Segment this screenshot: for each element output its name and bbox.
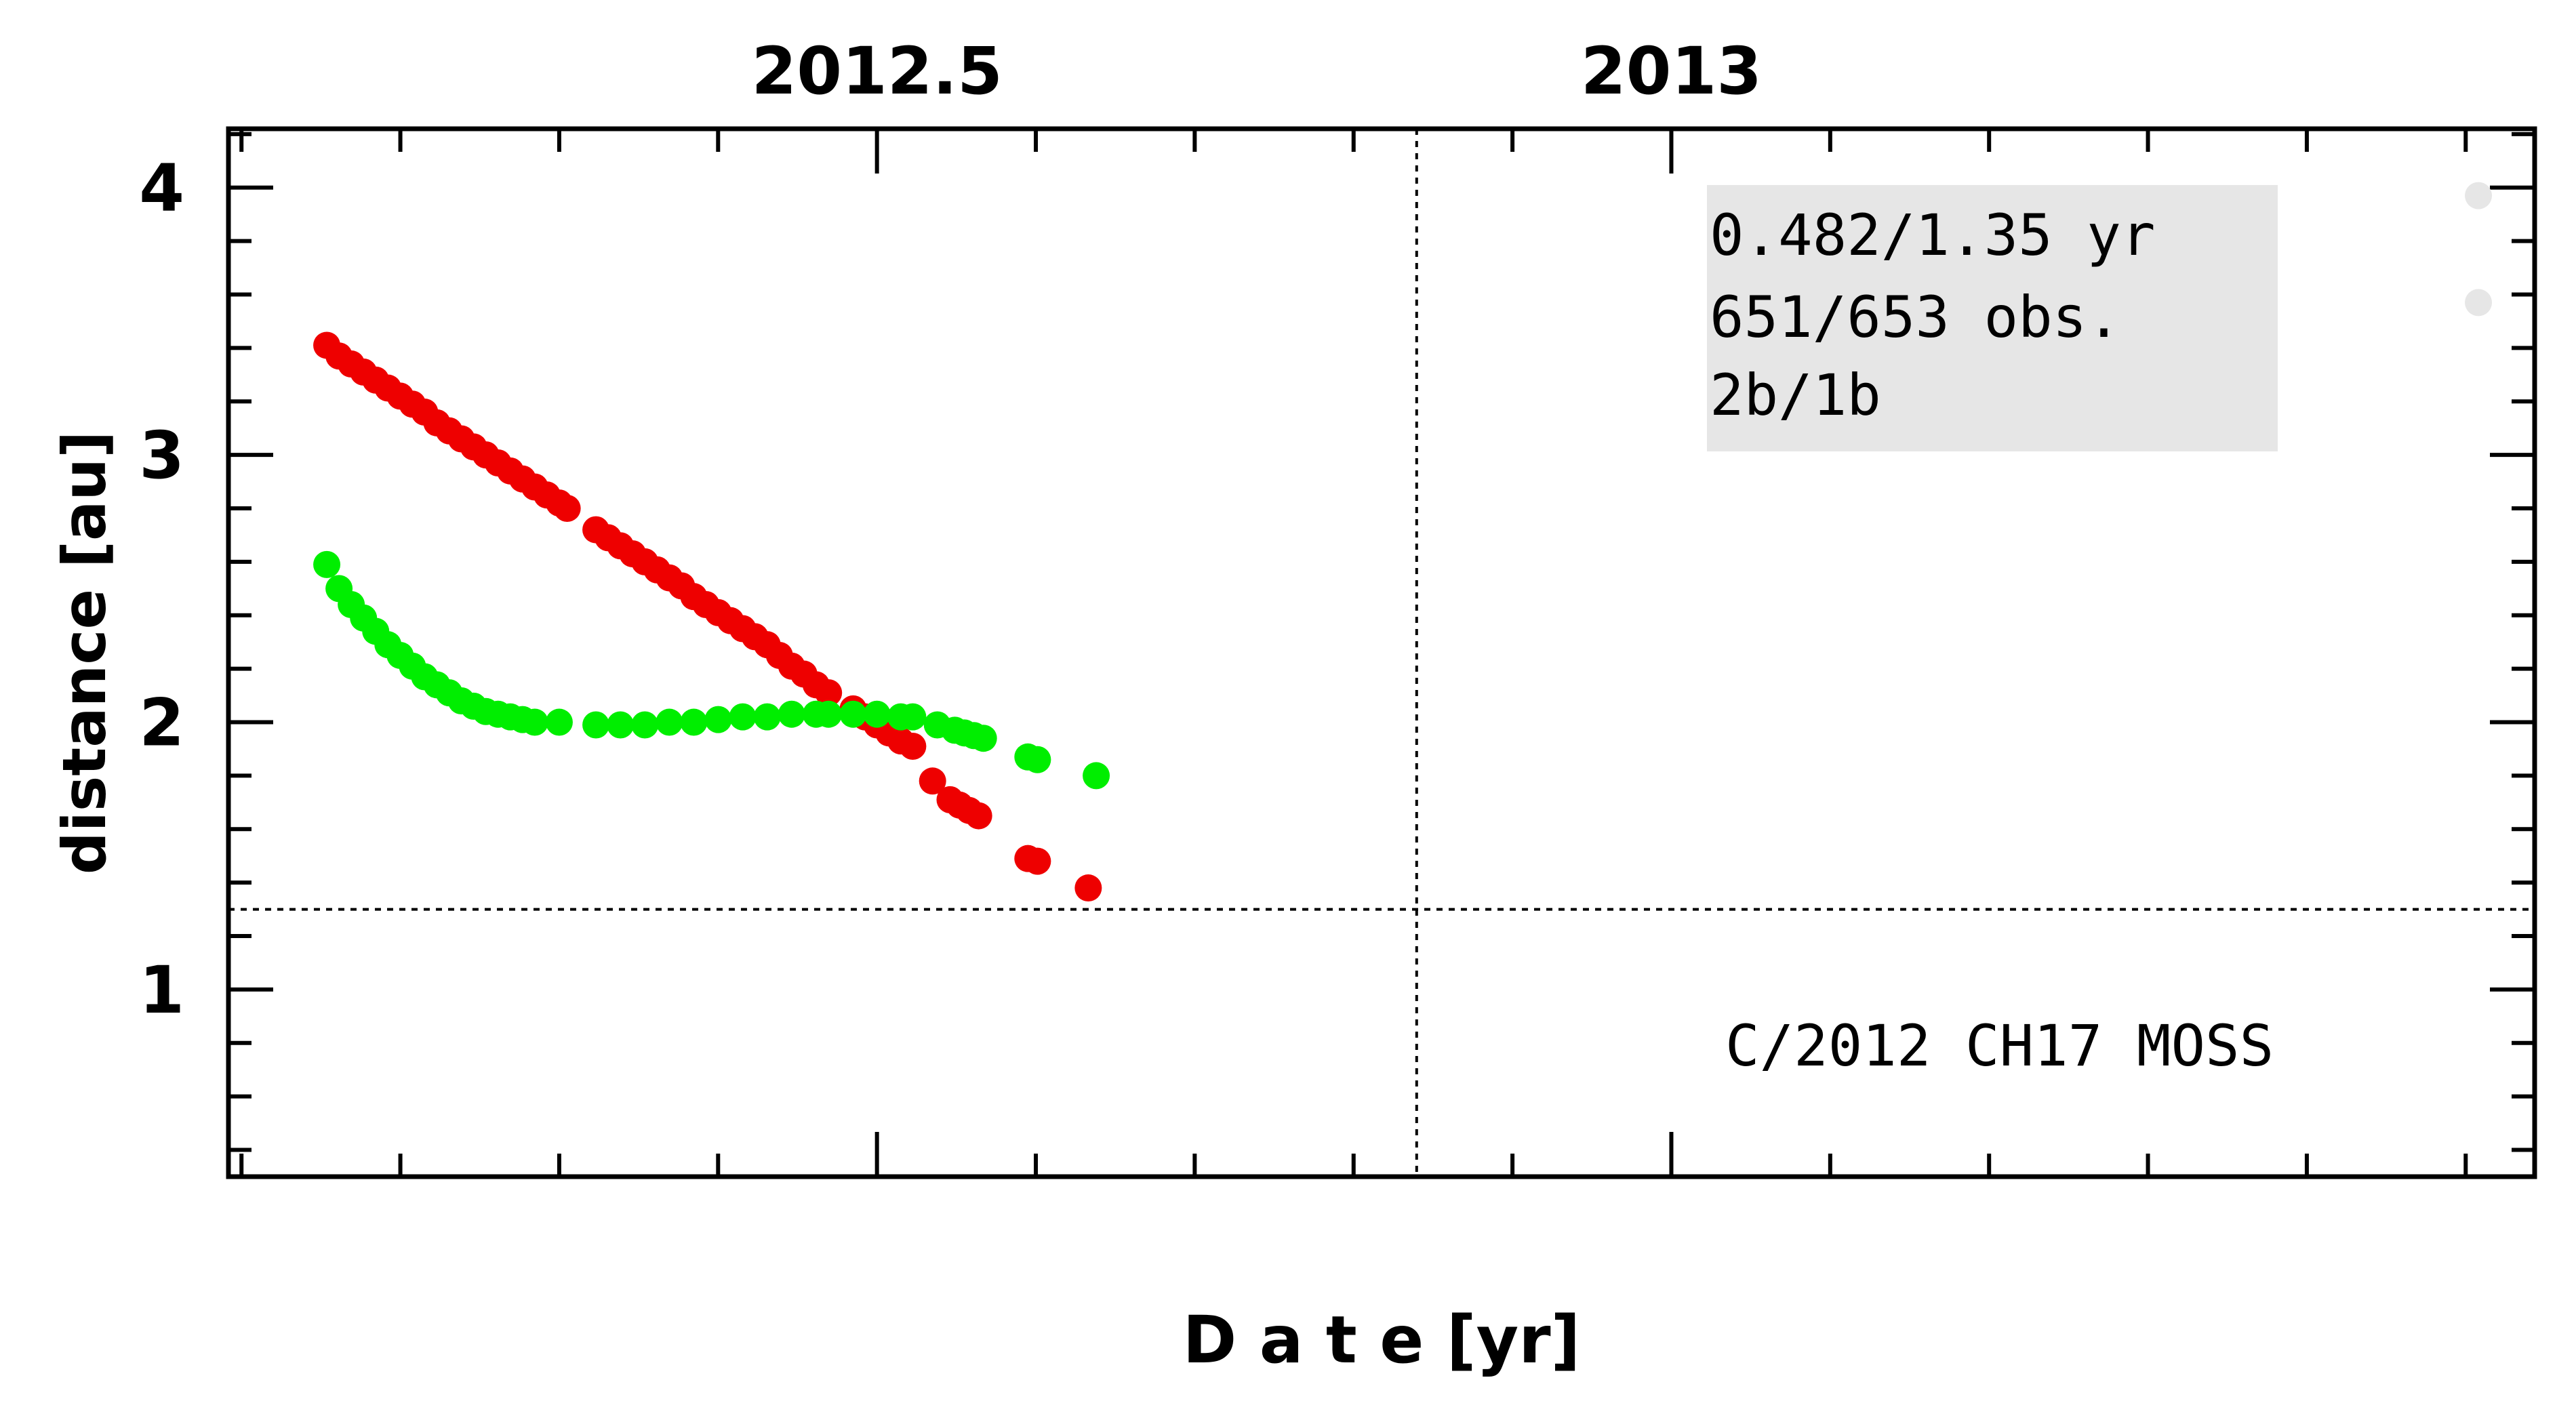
data-point: [704, 706, 732, 733]
plot-frame: [226, 126, 2537, 1179]
info-box-line-3: 2b/1b: [1710, 362, 1881, 428]
reference-lines: [228, 129, 2535, 1177]
data-point: [965, 802, 992, 830]
info-box-line-2: 651/653 obs.: [1710, 284, 2121, 350]
y-axis-label: distance [au]: [49, 431, 119, 875]
data-point: [545, 708, 573, 736]
axis-ticks: [228, 129, 2535, 1177]
info-box: 0.482/1.35 yr 651/653 obs. 2b/1b: [1707, 185, 2278, 451]
data-point: [582, 711, 610, 739]
data-point: [607, 711, 635, 739]
data-point: [729, 703, 757, 731]
y-tick-label: 4: [139, 150, 184, 226]
info-box-line-1: 0.482/1.35 yr: [1710, 202, 2155, 268]
x-tick-label: 2012.5: [751, 33, 1002, 109]
data-point: [839, 700, 867, 728]
data-point: [313, 550, 341, 578]
data-point: [1024, 847, 1051, 875]
y-tick-label: 3: [139, 418, 184, 493]
data-point: [1083, 762, 1110, 790]
data-point: [899, 703, 927, 731]
data-point: [899, 733, 927, 760]
data-point: [521, 708, 548, 736]
data-point: [680, 708, 708, 736]
y-tick-label: 1: [139, 952, 184, 1028]
data-point: [553, 495, 581, 523]
data-point: [1024, 746, 1051, 773]
data-point: [919, 767, 946, 795]
data-point: [2465, 182, 2493, 209]
info-box-background: [1707, 185, 2278, 451]
data-point: [2465, 289, 2493, 317]
data-points: [313, 182, 2493, 902]
data-point: [815, 679, 843, 707]
data-point: [656, 708, 683, 736]
data-point: [863, 700, 891, 728]
data-point: [778, 700, 805, 728]
object-label: C/2012 CH17 MOSS: [1725, 1013, 2274, 1079]
data-point: [631, 711, 659, 739]
data-point: [815, 700, 843, 728]
data-point: [753, 703, 781, 731]
y-tick-label: 2: [139, 685, 184, 761]
x-tick-label: 2013: [1581, 33, 1762, 109]
data-point: [1074, 874, 1102, 902]
tick-labels: 2012.5 2013 1 2 3 4: [139, 33, 1762, 1028]
x-axis-label: D a t e [yr]: [1183, 1302, 1581, 1378]
data-point: [969, 725, 997, 752]
